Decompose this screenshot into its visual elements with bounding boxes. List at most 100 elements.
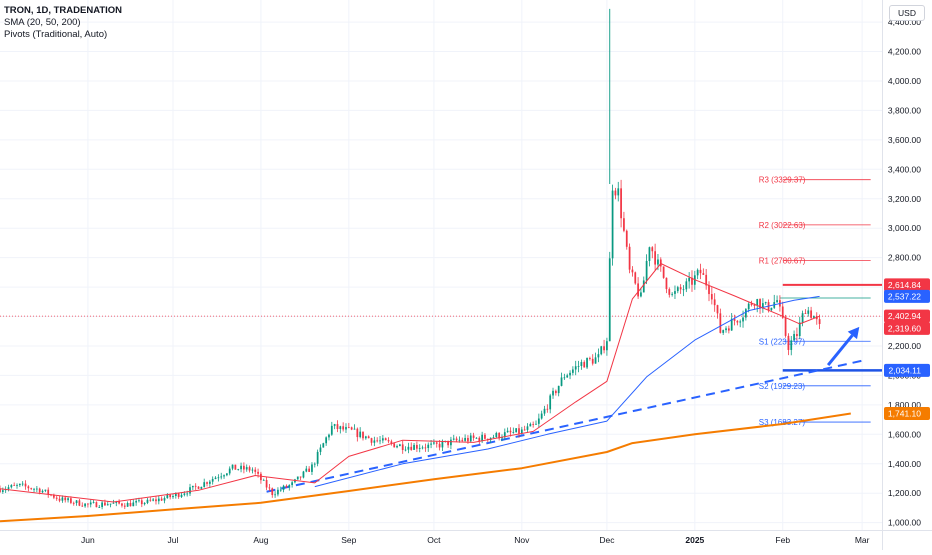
candle-body (58, 498, 61, 501)
pivot-label: S2 (1929.23) (759, 382, 806, 391)
candle-body (296, 476, 299, 480)
candle-body (118, 501, 120, 504)
candle-body (370, 438, 373, 443)
candle-body (733, 318, 736, 321)
symbol-title[interactable]: TRON, 1D, TRADENATION (4, 5, 123, 16)
price-label-box (884, 309, 930, 323)
candle-body (339, 426, 342, 429)
y-tick-label: 1,400.00 (888, 459, 921, 469)
candle-body (736, 320, 739, 323)
candle-body (64, 497, 67, 501)
candle-body (679, 287, 682, 290)
candle-body (739, 321, 742, 323)
y-tick-label: 3,200.00 (888, 194, 921, 204)
candle-body (231, 464, 234, 469)
candle-body (84, 503, 86, 507)
candle-body (688, 277, 691, 282)
candle-body (478, 437, 481, 442)
candle-body (580, 362, 583, 367)
x-tick-label: Nov (514, 535, 530, 545)
currency-button[interactable]: USD (889, 5, 925, 21)
candle-body (328, 434, 330, 438)
candle-body (484, 434, 486, 439)
candle-body (183, 493, 186, 495)
candle-body (418, 448, 421, 449)
y-tick-label: 1,800.00 (888, 400, 921, 410)
x-tick-label: Aug (253, 535, 268, 545)
candle-body (89, 502, 92, 505)
x-tick-label: Oct (427, 535, 441, 545)
candle-body (557, 385, 560, 394)
price-label-text: 2,402.94 (888, 311, 921, 321)
pivots-indicator-label[interactable]: Pivots (Traditional, Auto) (4, 29, 108, 40)
candle-body (47, 489, 50, 495)
candle-body (316, 451, 319, 464)
candle-body (526, 426, 529, 430)
grid (0, 0, 882, 530)
candle-body (716, 305, 719, 314)
candle-body (35, 488, 38, 490)
candle-body (796, 334, 798, 337)
pivot-label: R3 (3329.37) (759, 176, 806, 185)
candle-body (152, 499, 155, 501)
x-tick-label: Jun (81, 535, 95, 545)
candle-body (254, 469, 257, 472)
candle-body (174, 493, 177, 497)
price-label-box (884, 407, 930, 421)
candle-body (634, 272, 637, 284)
price-label-text: 2,537.22 (888, 291, 921, 301)
candle-body (452, 438, 455, 440)
candle-body (560, 377, 563, 386)
candle-body (115, 501, 118, 503)
x-tick-label: Mar (855, 535, 870, 545)
candle-body (591, 358, 594, 364)
candle-body (243, 465, 245, 470)
candle-body (413, 444, 415, 450)
candle-body (614, 190, 617, 196)
candle-body (140, 500, 143, 505)
candle-body (55, 497, 58, 499)
candle-body (217, 477, 220, 479)
sma50-line (314, 295, 820, 488)
candle-body (682, 289, 685, 291)
sma-indicator-label[interactable]: SMA (20, 50, 200) (4, 17, 81, 28)
candle-body (640, 292, 642, 297)
candle-body (569, 372, 571, 376)
candle-body (121, 503, 123, 506)
candle-body (509, 430, 512, 433)
candle-body (104, 502, 106, 506)
candle-body (234, 464, 237, 470)
price-label-text: 2,034.11 (889, 365, 922, 375)
candle-body (285, 485, 288, 488)
candle-body (756, 299, 759, 306)
candle-body (710, 294, 713, 300)
candle-body (180, 494, 183, 497)
candle-body (16, 485, 18, 486)
candle-body (146, 499, 149, 503)
candle-body (226, 473, 228, 476)
candle-body (552, 390, 554, 396)
candle-body (313, 463, 316, 465)
candle-body (790, 340, 793, 350)
y-axis: 1,000.00 1,200.00 1,400.00 1,600.00 1,800.00… (888, 17, 921, 528)
candle-body (637, 283, 639, 297)
candle-body (1, 490, 4, 492)
candle-body (208, 481, 211, 484)
candle-body (197, 486, 200, 489)
candle-body (237, 469, 240, 470)
candle-body (793, 334, 795, 341)
pivot-label: S3 (1683.27) (759, 418, 806, 427)
candle-body (546, 408, 549, 410)
candle-body (742, 317, 744, 322)
candle-body (481, 434, 484, 442)
candle-body (464, 437, 466, 441)
candle-body (705, 274, 708, 286)
candle-body (163, 498, 166, 501)
candle-body (668, 289, 671, 295)
x-tick-label: Dec (599, 535, 615, 545)
candle-body (359, 431, 362, 438)
candle-body (362, 431, 364, 439)
candle-body (770, 307, 773, 311)
